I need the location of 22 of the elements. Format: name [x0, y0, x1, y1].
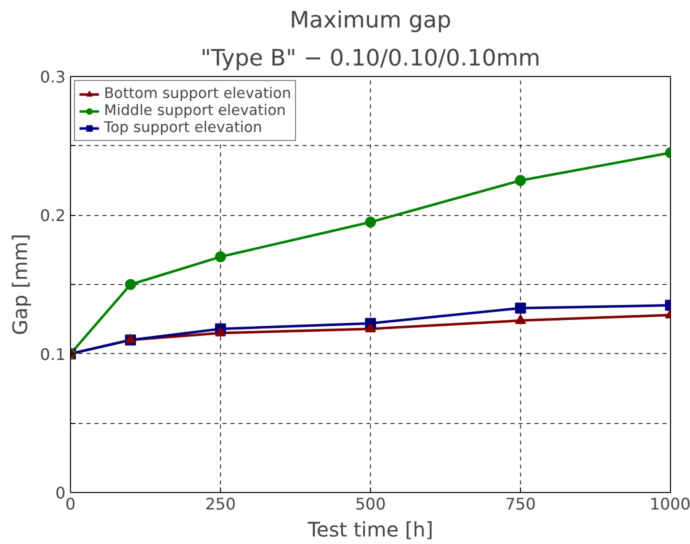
legend-label: Top support elevation [104, 119, 262, 136]
point [215, 326, 226, 336]
point [515, 175, 526, 186]
legend-label: Middle support elevation [104, 102, 286, 119]
point [215, 251, 226, 262]
point [125, 279, 136, 290]
chart-title: Maximum gap [290, 8, 452, 34]
y-tick-label: 0.2 [40, 206, 66, 226]
point [515, 302, 526, 314]
x-axis-title: Test time [h] [306, 518, 434, 542]
point [365, 216, 376, 228]
legend-label: Bottom support elevation [104, 85, 292, 102]
y-tick-label: 0.3 [40, 68, 66, 86]
y-tick-label: 0.1 [40, 344, 66, 364]
x-tick-label: 1000 [650, 494, 690, 514]
x-tick-label: 500 [355, 494, 386, 514]
y-axis-title: Gap [mm] [8, 234, 32, 336]
point [365, 322, 376, 332]
point [515, 314, 526, 324]
chart-subtitle: "Type B" − 0.10/0.10/0.10mm [200, 46, 540, 72]
x-tick-label: 250 [205, 494, 236, 514]
x-tick-label: 750 [505, 494, 536, 514]
